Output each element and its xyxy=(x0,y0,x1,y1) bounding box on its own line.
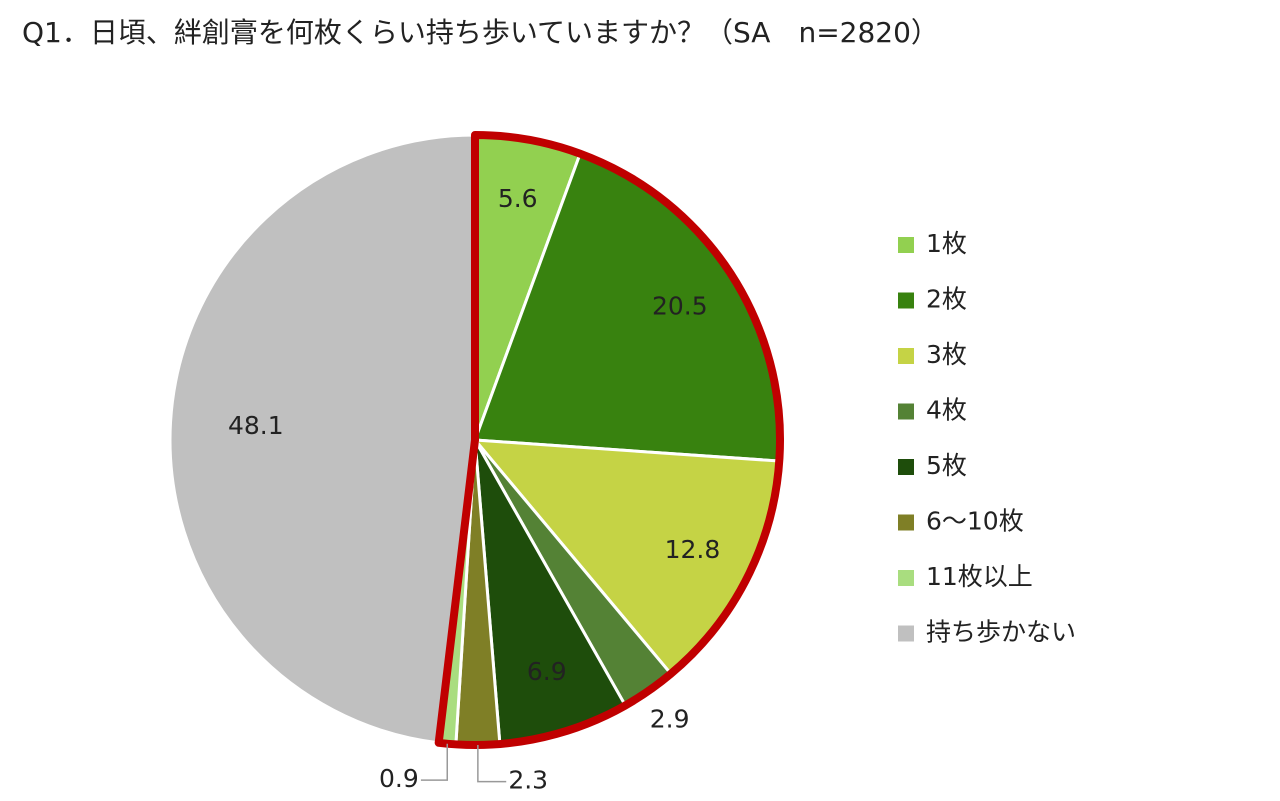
legend-swatch xyxy=(898,514,914,531)
legend-label: 3枚 xyxy=(926,340,967,369)
legend-label: 11枚以上 xyxy=(926,562,1033,591)
data-label: 2.3 xyxy=(508,766,548,795)
legend-swatch xyxy=(898,237,914,253)
legend-swatch xyxy=(898,625,914,642)
leader-line xyxy=(420,743,449,781)
chart-title: Q1．日頃、絆創膏を何枚くらい持ち歩いていますか？（SA n=2820） xyxy=(22,16,939,49)
data-label: 20.5 xyxy=(652,291,708,320)
data-label: 5.6 xyxy=(498,184,538,213)
legend-label: 持ち歩かない xyxy=(926,618,1076,647)
data-label: 6.9 xyxy=(527,657,567,686)
data-label: 0.9 xyxy=(379,764,419,793)
legend-swatch xyxy=(898,403,914,420)
data-label: 48.1 xyxy=(228,411,284,440)
pie-slice xyxy=(168,133,477,745)
highlight-outline xyxy=(434,131,784,749)
leader-line xyxy=(477,744,507,783)
legend-label: 6～10枚 xyxy=(926,507,1024,536)
data-label: 12.8 xyxy=(665,535,721,564)
legend-swatch xyxy=(898,459,914,475)
legend-label: 2枚 xyxy=(926,285,967,314)
legend-label: 1枚 xyxy=(926,229,967,258)
legend-label: 4枚 xyxy=(926,396,967,425)
data-label: 2.9 xyxy=(650,705,690,734)
legend-swatch xyxy=(898,570,914,586)
legend-swatch xyxy=(898,348,914,364)
legend-label: 5枚 xyxy=(926,451,967,480)
legend-swatch xyxy=(898,292,914,309)
